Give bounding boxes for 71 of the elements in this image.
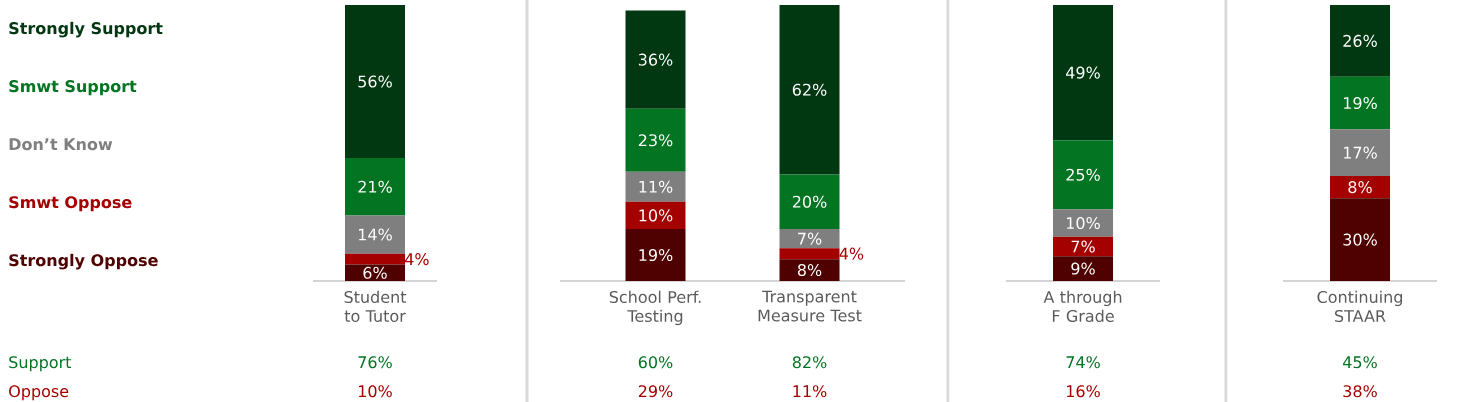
text: Smwt Support: [9, 80, 137, 96]
data-label: 14%: [358, 228, 392, 241]
text: 82%: [792, 356, 827, 369]
bar: [1053, 236, 1114, 257]
data-label: 17%: [1343, 146, 1377, 159]
bar: [1330, 76, 1391, 130]
bar: [625, 229, 686, 281]
text: 76%: [358, 356, 392, 369]
text: Strongly Support: [9, 21, 163, 38]
data-label: 7%: [1071, 240, 1095, 253]
data-label: 8%: [797, 264, 822, 277]
data-label: 10%: [639, 209, 673, 222]
x-tick-label: Continuing STAAR: [1317, 290, 1402, 323]
text: Don’t Know: [9, 138, 113, 151]
data-label: 8%: [1348, 181, 1372, 194]
bar: [1330, 129, 1391, 177]
text: 74%: [1066, 356, 1100, 369]
data-label: 11%: [639, 180, 673, 193]
data-label: 4%: [404, 253, 429, 266]
bar: [345, 215, 405, 254]
data-label: 21%: [358, 180, 392, 193]
bar: [625, 10, 686, 109]
x-tick-label: Transparent Measure Test: [758, 290, 862, 322]
text: Support: [9, 356, 72, 372]
text: 38%: [1343, 385, 1377, 398]
data-label: 6%: [363, 266, 387, 279]
bar: [1053, 256, 1114, 281]
data-label: 26%: [1343, 34, 1377, 47]
data-label: 4%: [839, 247, 864, 260]
data-label: 25%: [1066, 168, 1100, 181]
data-label: 10%: [1066, 216, 1100, 230]
text: Smwt Oppose: [9, 196, 132, 212]
bar: [345, 158, 405, 216]
bar: [625, 201, 686, 230]
data-label: 56%: [358, 75, 392, 88]
text: 16%: [1066, 385, 1100, 398]
x-tick-label: School Perf. Testing: [609, 290, 701, 326]
bar: [1053, 5, 1114, 141]
data-label: 20%: [792, 195, 827, 208]
bar: [779, 229, 840, 249]
bar: [1053, 140, 1114, 210]
bar: [779, 174, 840, 230]
data-label: 19%: [639, 248, 673, 262]
text: 11%: [793, 385, 827, 398]
text: 10%: [358, 385, 392, 398]
x-tick-label: A through F Grade: [1043, 290, 1122, 323]
bar: [625, 171, 686, 202]
bar: [1330, 176, 1391, 199]
data-label: 23%: [638, 134, 673, 147]
bar: [779, 5, 840, 175]
data-label: 9%: [1071, 262, 1095, 275]
bar: [1330, 5, 1391, 77]
text: Oppose: [9, 385, 69, 401]
text: 29%: [638, 385, 673, 398]
data-label: 7%: [798, 232, 822, 245]
bar: [1330, 198, 1391, 281]
bar: [345, 5, 405, 159]
bar: [779, 248, 840, 260]
bar: [345, 253, 405, 265]
bar: [779, 259, 840, 281]
bar: [625, 108, 686, 172]
data-label: 30%: [1343, 233, 1377, 246]
text: Strongly Oppose: [9, 253, 158, 270]
x-tick-label: Student to Tutor: [344, 290, 407, 323]
text: 60%: [638, 356, 673, 369]
data-label: 62%: [792, 83, 827, 96]
data-label: 49%: [1066, 66, 1100, 79]
data-label: 36%: [638, 53, 673, 66]
bar: [1053, 209, 1114, 237]
text: 45%: [1343, 356, 1377, 369]
data-label: 19%: [1343, 96, 1377, 110]
